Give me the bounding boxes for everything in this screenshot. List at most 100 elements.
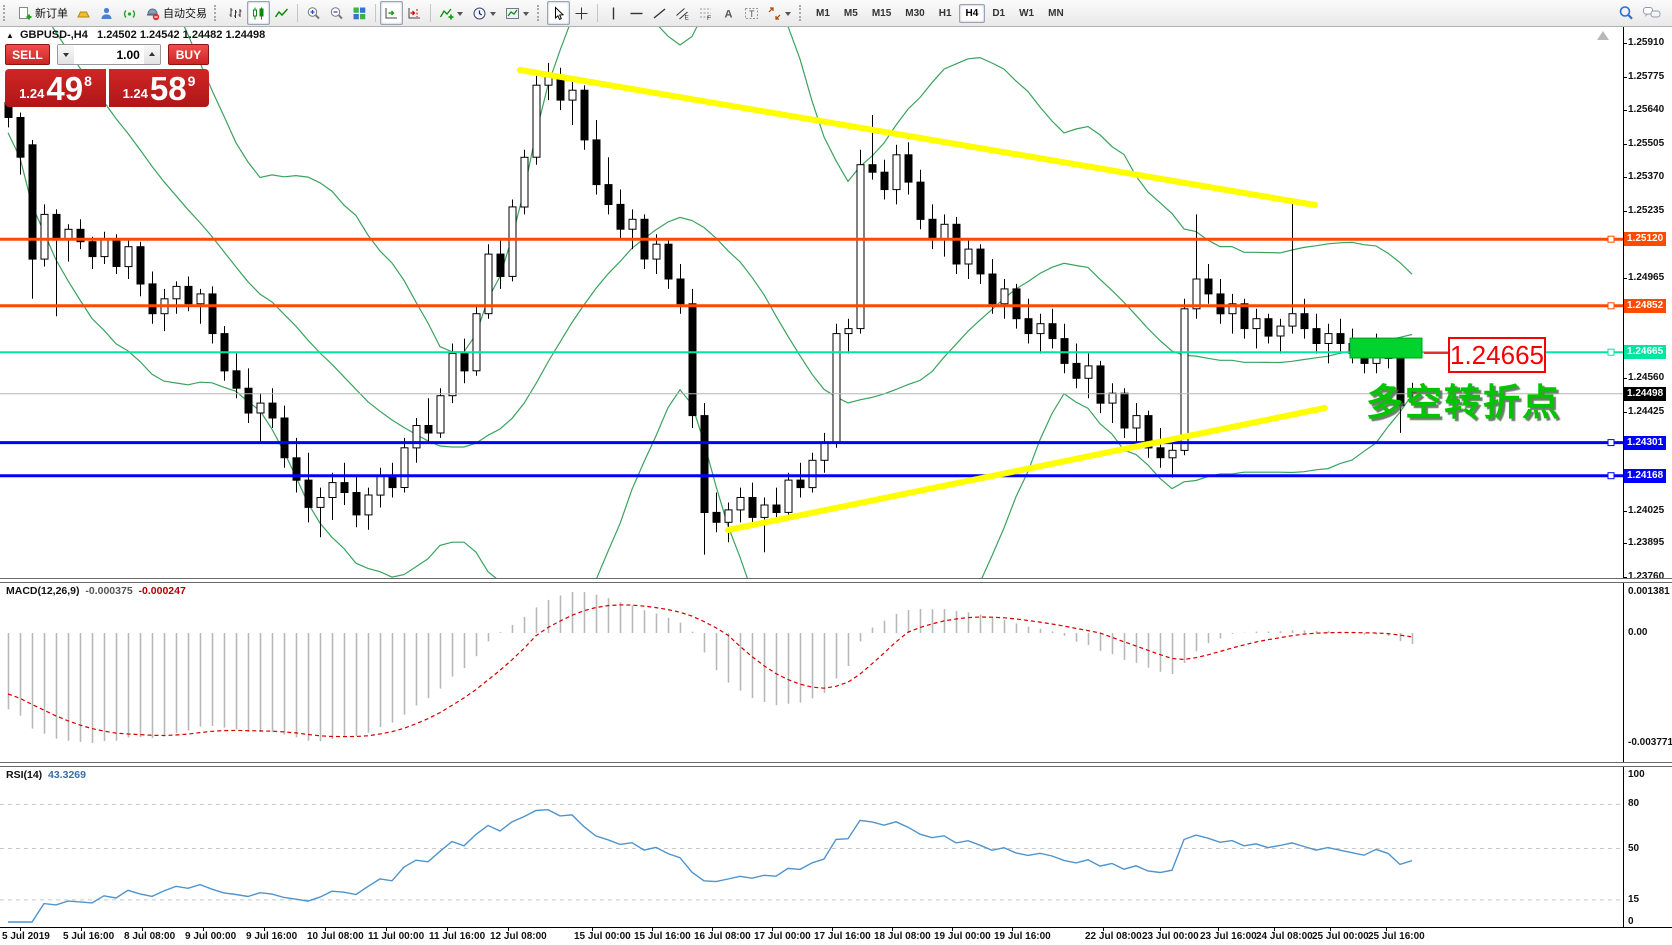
timeframe-bar: M1 M5 M15 M30 H1 H4 D1 W1 MN xyxy=(809,3,1071,23)
chart-candles-icon xyxy=(253,7,264,19)
candle xyxy=(352,475,361,528)
volume-decrease-button[interactable] xyxy=(57,45,74,64)
candle xyxy=(208,286,217,344)
chart-symbol-header[interactable]: ▲ GBPUSD-,H4 1.24502 1.24542 1.24482 1.2… xyxy=(6,29,265,41)
time-label: 23 Jul 16:00 xyxy=(1200,931,1257,942)
tile-windows-button[interactable] xyxy=(348,1,371,25)
buy-button[interactable]: BUY xyxy=(167,44,209,65)
indicators-button[interactable] xyxy=(435,1,468,25)
horizontal-line-button[interactable] xyxy=(625,1,648,25)
price-line-label: 1.24852 xyxy=(1624,299,1667,313)
pane-separator[interactable] xyxy=(0,762,1672,767)
bollinger-upper-band xyxy=(183,27,1413,353)
candle xyxy=(1336,318,1345,354)
timeframe-h4[interactable]: H4 xyxy=(958,3,986,23)
candle xyxy=(16,112,25,175)
periods-button[interactable] xyxy=(468,1,501,25)
new-order-button[interactable]: 新订单 xyxy=(13,1,72,25)
green-zone-rectangle[interactable] xyxy=(1349,337,1423,359)
chart-shift-button[interactable] xyxy=(403,1,426,25)
main-chart-canvas[interactable] xyxy=(0,27,1623,578)
auto-trading-label: 自动交易 xyxy=(163,8,207,20)
panel-collapse-icon[interactable]: ▲ xyxy=(6,31,14,40)
chart-bars-button[interactable] xyxy=(224,1,247,25)
crosshair-button[interactable] xyxy=(570,1,593,25)
chart-candles-button[interactable] xyxy=(247,1,270,25)
toolbar-grip[interactable] xyxy=(537,5,543,21)
svg-text:A: A xyxy=(725,8,733,20)
zoom-out-button[interactable] xyxy=(325,1,348,25)
buy-price-box[interactable]: 1.24 58 9 xyxy=(109,69,209,107)
time-tick xyxy=(142,928,143,931)
toolbar-grip[interactable] xyxy=(799,5,805,21)
vertical-line-button[interactable] xyxy=(602,1,625,25)
candle xyxy=(304,452,313,523)
auto-trading-button[interactable]: 自动交易 xyxy=(141,1,211,25)
candle xyxy=(1156,428,1165,468)
chart-shift-marker-icon[interactable] xyxy=(1597,31,1609,40)
search-button[interactable] xyxy=(1614,1,1638,25)
volume-increase-button[interactable] xyxy=(143,45,160,64)
candle xyxy=(364,487,373,530)
price-axis[interactable]: 1.25910 1.25775 1.25640 1.25505 1.25370 1.252… xyxy=(1623,27,1672,927)
timeframe-m5[interactable]: M5 xyxy=(843,7,858,19)
yellow-trendline[interactable] xyxy=(725,405,1328,533)
symbol-ohlc: 1.24502 1.24542 1.24482 1.24498 xyxy=(97,29,266,41)
sell-price-box[interactable]: 1.24 49 8 xyxy=(5,69,106,107)
time-label: 5 Jul 16:00 xyxy=(63,931,115,942)
community-button[interactable] xyxy=(95,1,118,25)
trendline-button[interactable] xyxy=(648,1,671,25)
candle xyxy=(340,462,349,505)
candle xyxy=(724,502,733,543)
candle xyxy=(784,472,793,518)
auto-scroll-button[interactable] xyxy=(380,1,403,25)
timeframe-m1[interactable]: M1 xyxy=(816,7,830,19)
rsi-pane-canvas[interactable] xyxy=(0,767,1623,927)
time-label: 22 Jul 08:00 xyxy=(1085,931,1142,942)
vertical-line-icon xyxy=(612,7,615,19)
volume-input[interactable] xyxy=(73,45,144,64)
toolbar-grip[interactable] xyxy=(214,5,220,21)
chart-line-button[interactable] xyxy=(270,1,293,25)
pane-separator[interactable] xyxy=(0,578,1672,583)
timeframe-h1[interactable]: H1 xyxy=(938,7,952,19)
time-label: 19 Jul 16:00 xyxy=(994,931,1051,942)
time-tick xyxy=(952,928,953,931)
fibonacci-button[interactable]: F xyxy=(694,1,717,25)
time-label: 9 Jul 16:00 xyxy=(246,931,298,942)
auto-trading-icon xyxy=(147,7,160,20)
arrows-button[interactable] xyxy=(763,1,796,25)
timeframe-d1[interactable]: D1 xyxy=(992,7,1006,19)
gold-button[interactable] xyxy=(72,1,95,25)
turning-point-annotation[interactable]: 多空转折点 xyxy=(1366,382,1561,423)
line-handle[interactable] xyxy=(1607,439,1615,447)
timeframe-w1[interactable]: W1 xyxy=(1019,7,1035,19)
candle xyxy=(448,343,457,404)
line-handle[interactable] xyxy=(1607,235,1615,243)
sell-button[interactable]: SELL xyxy=(5,44,50,65)
rsi-axis-label: 100 xyxy=(1628,769,1645,780)
price-tick-label: 1.25775 xyxy=(1628,71,1665,82)
macd-pane-canvas[interactable] xyxy=(0,583,1623,762)
timeframe-mn[interactable]: MN xyxy=(1048,7,1064,19)
timeframe-m30[interactable]: M30 xyxy=(905,7,925,19)
time-axis[interactable]: 5 Jul 2019 5 Jul 16:00 8 Jul 08:00 9 Jul 00… xyxy=(0,927,1672,945)
timeframe-m15[interactable]: M15 xyxy=(871,7,892,19)
signals-button[interactable] xyxy=(118,1,141,25)
text-label-button[interactable]: T xyxy=(740,1,763,25)
zoom-in-button[interactable] xyxy=(302,1,325,25)
line-handle[interactable] xyxy=(1607,472,1615,480)
new-order-label: 新订单 xyxy=(35,8,68,20)
line-handle[interactable] xyxy=(1607,302,1615,310)
toolbar-grip[interactable] xyxy=(3,5,9,21)
channel-button[interactable]: E xyxy=(671,1,694,25)
candle xyxy=(412,418,421,463)
price-tag-annotation[interactable]: 1.24665 xyxy=(1448,337,1546,373)
templates-button[interactable] xyxy=(501,1,534,25)
line-handle[interactable] xyxy=(1607,348,1615,356)
yellow-trendline[interactable] xyxy=(517,67,1318,208)
text-button[interactable]: A xyxy=(717,1,740,25)
cursor-button[interactable] xyxy=(547,1,570,25)
chat-button[interactable] xyxy=(1638,1,1666,25)
community-icon xyxy=(101,7,112,19)
